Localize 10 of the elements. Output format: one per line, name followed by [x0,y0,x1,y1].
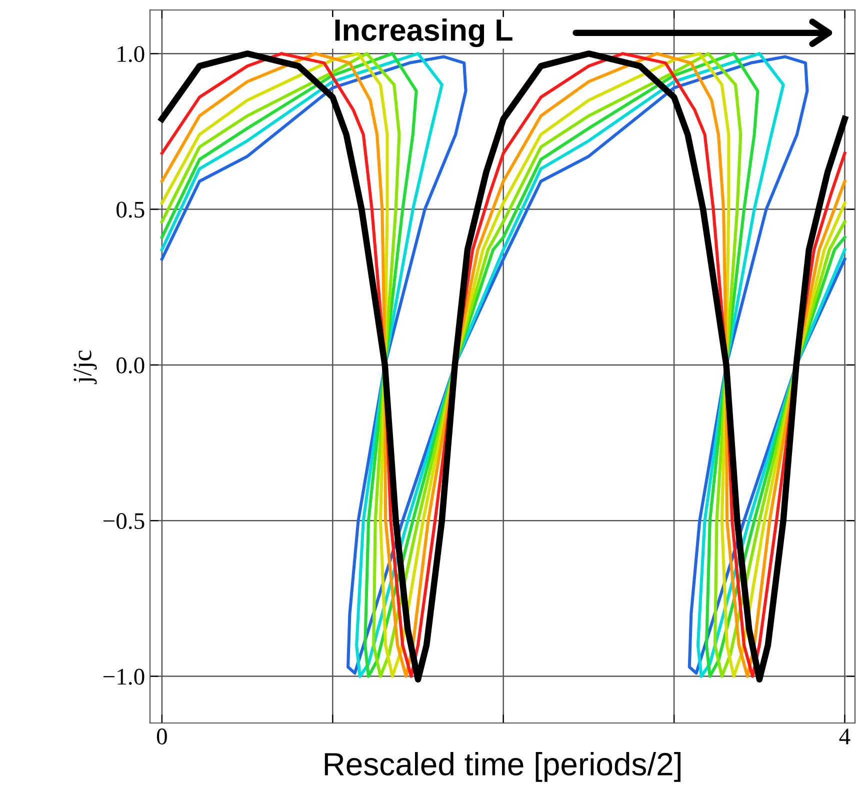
y-tick-label: −1.0 [103,668,144,685]
y-tick-label: 1.0 [118,46,144,62]
y-tick-label: 0.5 [116,202,144,218]
x-axis-title: Rescaled time [periods/2] [324,752,680,782]
annotation: Increasing L [335,18,512,48]
x-tick-label: 0 [156,728,167,744]
x-tick-label: 4 [839,728,850,744]
y-tick-label: −0.5 [103,513,144,530]
y-tick-label: 0.0 [116,357,144,374]
y-axis-title: j/jc [74,350,97,384]
